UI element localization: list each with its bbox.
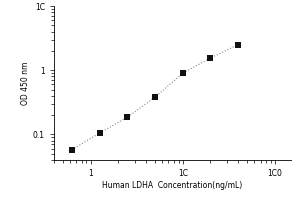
Point	[97, 131, 102, 135]
Point	[180, 72, 185, 75]
X-axis label: Human LDHA  Concentration(ng/mL): Human LDHA Concentration(ng/mL)	[102, 181, 243, 190]
Point	[125, 116, 130, 119]
Point	[69, 148, 74, 151]
Point	[208, 56, 213, 60]
Y-axis label: OD 450 nm: OD 450 nm	[21, 61, 30, 105]
Point	[153, 96, 158, 99]
Point	[236, 43, 241, 46]
